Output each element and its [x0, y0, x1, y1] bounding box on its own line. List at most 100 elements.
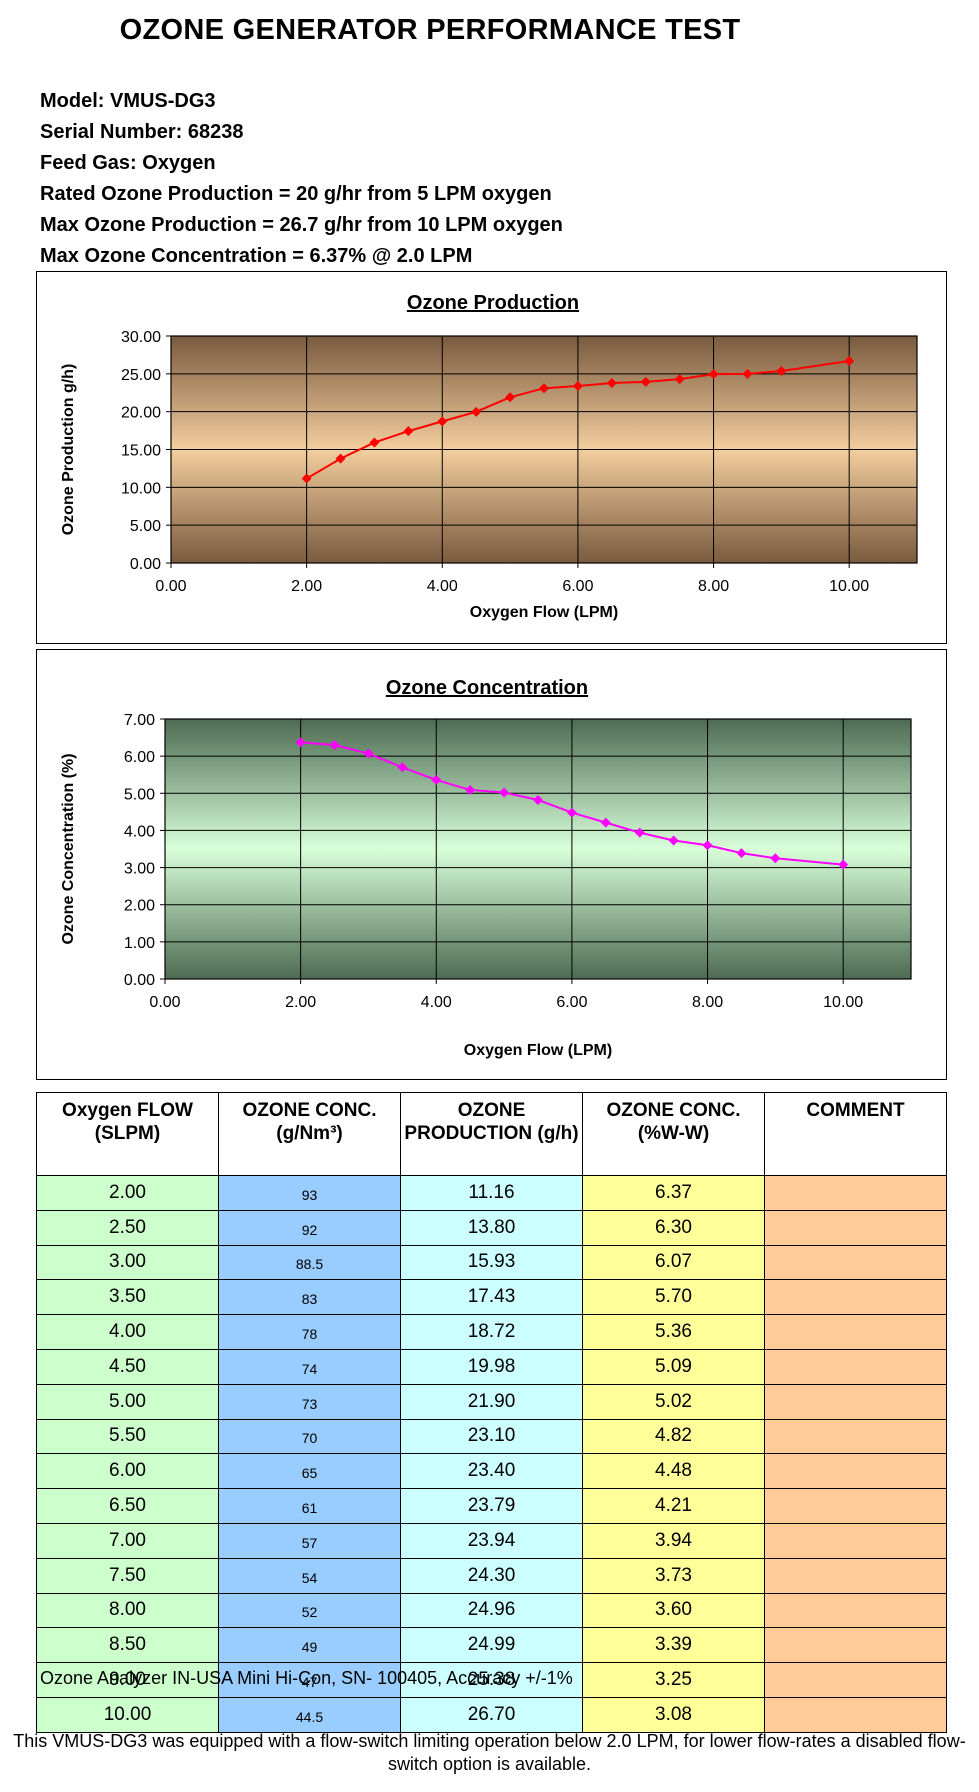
- ozone-concentration-chart: 0.00 2.00 4.00 6.00 8.00 10.00 0.00 1.00 2.00 3.0…: [36, 649, 947, 1080]
- header-ozone-conc-gnm3: OZONE CONC. (g/Nm³): [218, 1092, 401, 1176]
- data-point: [606, 377, 617, 388]
- data-point: [634, 827, 645, 838]
- data-point: [335, 453, 346, 464]
- table-row: 8.00 52 24.96 3.60: [36, 1592, 947, 1629]
- table-row: 2.50 92 13.80 6.30: [36, 1209, 947, 1246]
- flow-cell: 4.00: [36, 1314, 219, 1350]
- production-cell: 24.30: [400, 1557, 583, 1594]
- table-row: 6.50 61 23.79 4.21: [36, 1488, 947, 1524]
- y-tick-label: 4.00: [124, 823, 155, 840]
- data-point: [572, 380, 583, 391]
- comment-cell: [764, 1453, 947, 1490]
- data-point: [431, 774, 442, 785]
- y-tick-label: 7.00: [124, 712, 155, 729]
- conc-gnm3-cell: 93: [218, 1175, 401, 1211]
- x-tick-label: 0.00: [149, 994, 180, 1011]
- table-header-row: Oxygen FLOW (SLPM) OZONE CONC. (g/Nm³) O…: [36, 1092, 947, 1176]
- production-cell: 25.38: [400, 1662, 583, 1698]
- y-tick-label: 1.00: [124, 935, 155, 952]
- plot-area: [164, 718, 912, 980]
- comment-cell: [764, 1592, 947, 1629]
- y-tick-label: 0.00: [130, 556, 161, 573]
- serial-line: Serial Number: 68238: [40, 121, 244, 143]
- ozone-production-plot: 0.00 2.00 4.00 6.00 8.00 10.00 0.00 5.00 10.00 15…: [60, 292, 918, 621]
- data-point: [708, 369, 719, 380]
- production-cell: 23.40: [400, 1453, 583, 1490]
- data-point: [566, 807, 577, 818]
- conc-percent-cell: 6.30: [582, 1209, 765, 1246]
- comment-cell: [764, 1348, 947, 1385]
- comment-cell: [764, 1662, 947, 1698]
- feed-gas-line: Feed Gas: Oxygen: [40, 152, 216, 174]
- data-point: [403, 426, 414, 437]
- comment-cell: [764, 1314, 947, 1350]
- flow-cell: 9.00: [36, 1662, 219, 1698]
- x-tick-label: 8.00: [692, 994, 723, 1011]
- table-row: 3.50 83 17.43 5.70: [36, 1279, 947, 1316]
- data-point: [702, 840, 713, 851]
- max-production-line: Max Ozone Production = 26.7 g/hr from 10…: [40, 214, 563, 236]
- table-row: 4.00 78 18.72 5.36: [36, 1314, 947, 1350]
- conc-percent-cell: 3.60: [582, 1592, 765, 1629]
- conc-gnm3-cell: 57: [218, 1522, 401, 1559]
- data-point: [329, 740, 340, 750]
- data-point: [363, 748, 374, 759]
- flow-cell: 2.00: [36, 1175, 219, 1211]
- flow-cell: 4.50: [36, 1348, 219, 1385]
- header-ozone-production: OZONE PRODUCTION (g/h): [400, 1092, 583, 1176]
- data-point: [533, 794, 543, 805]
- conc-percent-cell: 5.70: [582, 1279, 765, 1316]
- flow-cell: 10.00: [36, 1696, 219, 1733]
- conc-gnm3-cell: 54: [218, 1557, 401, 1594]
- data-point: [369, 437, 380, 448]
- flow-cell: 8.00: [36, 1592, 219, 1629]
- flow-cell: 2.50: [36, 1209, 219, 1246]
- data-point: [640, 376, 651, 387]
- y-tick-label: 3.00: [124, 861, 155, 878]
- data-point: [736, 848, 747, 859]
- conc-percent-cell: 3.39: [582, 1627, 765, 1664]
- x-tick-label: 4.00: [421, 994, 452, 1011]
- table-row: 10.00 44.5 26.70 3.08: [36, 1696, 947, 1733]
- comment-cell: [764, 1279, 947, 1316]
- y-tick-label: 0.00: [124, 972, 155, 989]
- table-row: 7.00 57 23.94 3.94: [36, 1522, 947, 1559]
- x-tick-label: 2.00: [291, 578, 322, 595]
- x-tick-label: 10.00: [829, 578, 869, 595]
- comment-cell: [764, 1627, 947, 1664]
- comment-cell: [764, 1244, 947, 1281]
- flow-cell: 7.50: [36, 1557, 219, 1594]
- table-row: 9.00 47 25.38 3.25: [36, 1662, 947, 1698]
- comment-cell: [764, 1209, 947, 1246]
- data-point: [742, 368, 753, 379]
- y-tick-label: 6.00: [124, 749, 155, 766]
- data-point: [539, 383, 549, 394]
- max-concentration-line: Max Ozone Concentration = 6.37% @ 2.0 LP…: [40, 245, 473, 267]
- table-row: 2.00 93 11.16 6.37: [36, 1175, 947, 1211]
- production-cell: 19.98: [400, 1348, 583, 1385]
- conc-gnm3-cell: 47: [218, 1662, 401, 1698]
- production-cell: 23.10: [400, 1418, 583, 1455]
- data-point: [301, 473, 312, 484]
- data-point: [668, 835, 679, 846]
- conc-gnm3-cell: 65: [218, 1453, 401, 1490]
- x-axis-label: Oxygen Flow (LPM): [464, 1042, 612, 1059]
- data-point: [844, 355, 855, 366]
- comment-cell: [764, 1418, 947, 1455]
- flow-cell: 7.00: [36, 1522, 219, 1559]
- production-cell: 17.43: [400, 1279, 583, 1316]
- production-cell: 13.80: [400, 1209, 583, 1246]
- flow-cell: 3.50: [36, 1279, 219, 1316]
- conc-percent-cell: 3.08: [582, 1696, 765, 1733]
- conc-percent-cell: 3.94: [582, 1522, 765, 1559]
- flow-cell: 8.50: [36, 1627, 219, 1664]
- conc-gnm3-cell: 49: [218, 1627, 401, 1664]
- y-tick-label: 5.00: [124, 786, 155, 803]
- conc-gnm3-cell: 78: [218, 1314, 401, 1350]
- test-info: Model: VMUS-DG3 Serial Number: 68238 Fee…: [40, 86, 563, 272]
- table-row: 6.00 65 23.40 4.48: [36, 1453, 947, 1490]
- series-line: [306, 359, 850, 480]
- y-axis-label: Ozone Concentration (%): [60, 753, 77, 944]
- production-cell: 26.70: [400, 1696, 583, 1733]
- production-cell: 24.96: [400, 1592, 583, 1629]
